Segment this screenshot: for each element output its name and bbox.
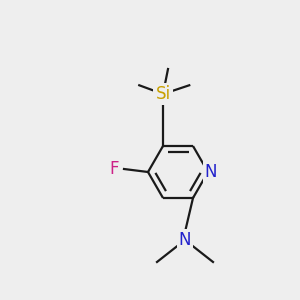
- Text: F: F: [109, 160, 119, 178]
- Text: Si: Si: [155, 85, 171, 103]
- Text: N: N: [205, 163, 217, 181]
- Text: N: N: [179, 231, 191, 249]
